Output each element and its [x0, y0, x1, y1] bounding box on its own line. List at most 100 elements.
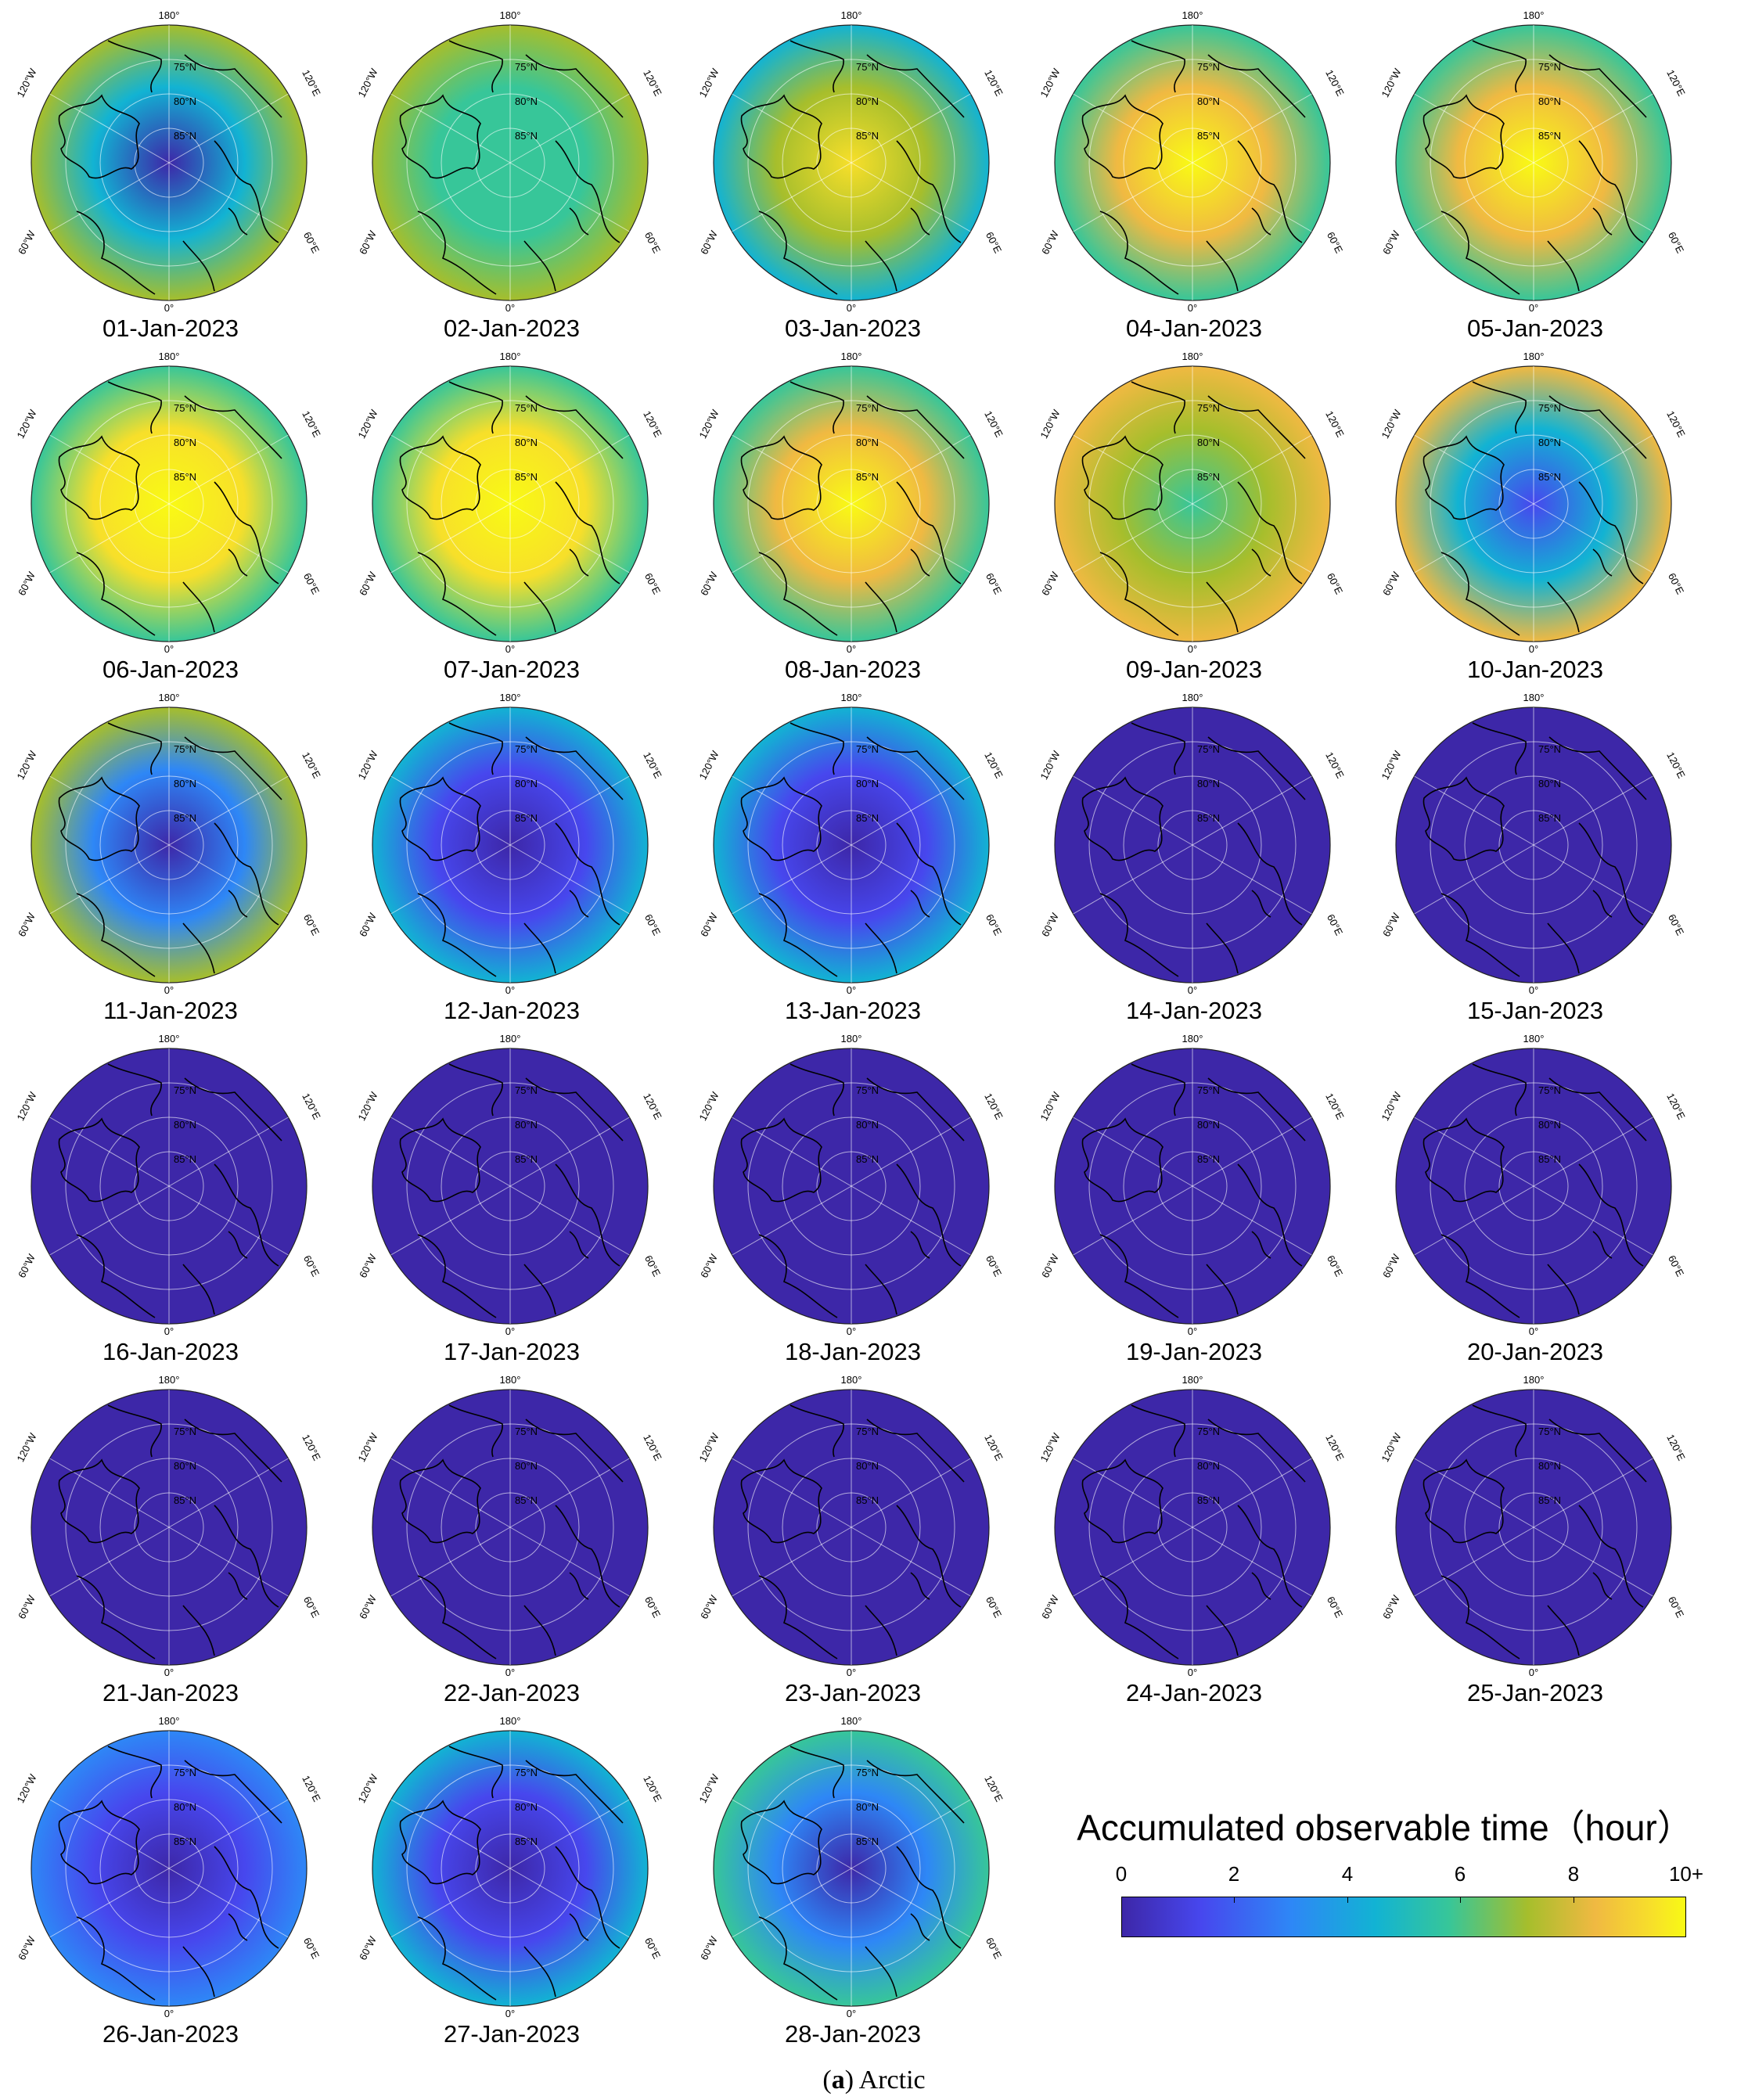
coastline: [399, 776, 481, 861]
coastline: [214, 1163, 279, 1267]
longitude-label: 60°W: [16, 911, 38, 939]
panel-date-label: 09-Jan-2023: [1125, 656, 1263, 683]
map-panel: 180° 120°E 60°E 0° 60°W 120°W 75°N 80°N 85°N 08-J…: [696, 349, 1038, 690]
polar-map: 180° 120°E 60°E 0° 60°W 120°W 75°N 80°N 85°N: [355, 9, 664, 314]
longitude-label: 0°: [505, 2008, 515, 2019]
coastline: [1099, 1575, 1179, 1660]
longitude-label: 120°W: [696, 66, 721, 99]
meridian-line: [168, 503, 289, 574]
coastline: [1131, 40, 1185, 93]
coastline: [1548, 1077, 1647, 1142]
longitude-label: 0°: [1188, 984, 1197, 996]
coastline: [910, 1913, 930, 1941]
coastline: [865, 1264, 897, 1315]
longitude-label: 60°W: [1039, 911, 1061, 939]
coastline: [865, 1605, 897, 1656]
longitude-label: 60°W: [1039, 1252, 1061, 1280]
coastline: [525, 54, 624, 118]
longitude-label: 180°: [159, 1033, 180, 1045]
meridian-line: [1073, 1526, 1193, 1597]
colorbar-tick: 2: [1228, 1862, 1240, 1886]
colorbar-tick-mark: [1460, 1897, 1461, 1903]
longitude-label: 0°: [847, 302, 856, 314]
meridian-line: [509, 775, 630, 846]
colorbar-tick: 10+: [1668, 1862, 1704, 1886]
panel-date-label: 03-Jan-2023: [784, 315, 922, 342]
polar-map: 180° 120°E 60°E 0° 60°W 120°W 75°N 80°N 85°N: [355, 351, 664, 655]
panel-date-label: 21-Jan-2023: [102, 1679, 239, 1706]
polar-map: 180° 120°E 60°E 0° 60°W 120°W 75°N 80°N 85°N: [696, 692, 1005, 996]
meridian-line: [49, 503, 170, 574]
longitude-label: 180°: [159, 351, 180, 362]
latitude-label: 80°N: [856, 1801, 879, 1813]
coastline: [399, 1458, 481, 1544]
latitude-label: 75°N: [1197, 402, 1220, 414]
latitude-label: 85°N: [1197, 1494, 1220, 1506]
coastline: [1422, 1458, 1505, 1544]
coastline: [866, 1760, 965, 1824]
coastline: [1207, 736, 1306, 800]
longitude-label: 120°W: [355, 66, 379, 99]
coastline: [740, 1458, 822, 1544]
longitude-label: 120°E: [1323, 750, 1347, 781]
meridian-line: [168, 1526, 289, 1597]
coastline: [910, 1572, 930, 1600]
coastline: [1131, 1404, 1185, 1458]
latitude-label: 85°N: [174, 812, 196, 824]
meridian-line: [1414, 1526, 1534, 1597]
panel-date-label: 14-Jan-2023: [1125, 997, 1263, 1024]
meridian-line: [390, 1458, 511, 1528]
latitude-label: 75°N: [515, 1426, 538, 1437]
latitude-label: 80°N: [174, 437, 196, 448]
longitude-label: 60°W: [1380, 911, 1402, 939]
coastline: [214, 481, 279, 584]
meridian-line: [1192, 1526, 1312, 1597]
coastline: [1251, 1231, 1271, 1259]
coastline: [417, 1575, 497, 1660]
meridian-line: [390, 434, 511, 505]
meridian-line: [732, 1799, 852, 1869]
coastline: [1547, 581, 1580, 633]
coastline: [448, 381, 503, 434]
coastline: [1440, 1575, 1520, 1660]
longitude-label: 0°: [1529, 302, 1538, 314]
map-panel: 180° 120°E 60°E 0° 60°W 120°W 75°N 80°N 85°N 07-J…: [355, 349, 696, 690]
coastline: [758, 210, 838, 295]
longitude-label: 60°W: [698, 228, 720, 257]
polar-map: 180° 120°E 60°E 0° 60°W 120°W 75°N 80°N 85°N: [1379, 9, 1687, 314]
map-panel: 180° 120°E 60°E 0° 60°W 120°W 75°N 80°N 85°N 24-J…: [1038, 1372, 1379, 1713]
longitude-label: 120°W: [696, 407, 721, 440]
meridian-line: [1414, 775, 1534, 846]
coastline: [76, 1916, 156, 2001]
longitude-label: 180°: [159, 9, 180, 21]
panel-date-label: 20-Jan-2023: [1466, 1338, 1604, 1365]
coastline: [555, 1505, 620, 1608]
meridian-line: [509, 1526, 630, 1597]
meridian-line: [509, 162, 630, 232]
longitude-label: 0°: [1529, 984, 1538, 996]
latitude-label: 85°N: [856, 471, 879, 483]
meridian-line: [168, 844, 289, 915]
coastline: [1547, 240, 1580, 292]
meridian-line: [851, 1458, 971, 1528]
longitude-label: 60°E: [1325, 230, 1345, 255]
coastline: [1131, 722, 1185, 775]
coastline: [448, 722, 503, 775]
coastline: [1548, 1419, 1647, 1483]
meridian-line: [1192, 1117, 1312, 1187]
map-panel: 180° 120°E 60°E 0° 60°W 120°W 75°N 80°N 85°N 09-J…: [1038, 349, 1379, 690]
latitude-label: 75°N: [515, 1084, 538, 1096]
longitude-label: 120°W: [355, 1089, 379, 1122]
longitude-label: 180°: [500, 351, 521, 362]
panel-date-label: 26-Jan-2023: [102, 2020, 239, 2048]
panel-date-label: 12-Jan-2023: [443, 997, 581, 1024]
coastline: [1440, 552, 1520, 636]
polar-map: 180° 120°E 60°E 0° 60°W 120°W 75°N 80°N 85°N: [14, 692, 322, 996]
longitude-label: 180°: [841, 1033, 862, 1045]
coastline: [523, 581, 556, 633]
longitude-label: 60°E: [1666, 571, 1686, 596]
latitude-label: 75°N: [174, 743, 196, 755]
longitude-label: 60°E: [642, 1936, 663, 1961]
meridian-line: [168, 1185, 289, 1256]
longitude-label: 0°: [164, 1325, 174, 1337]
